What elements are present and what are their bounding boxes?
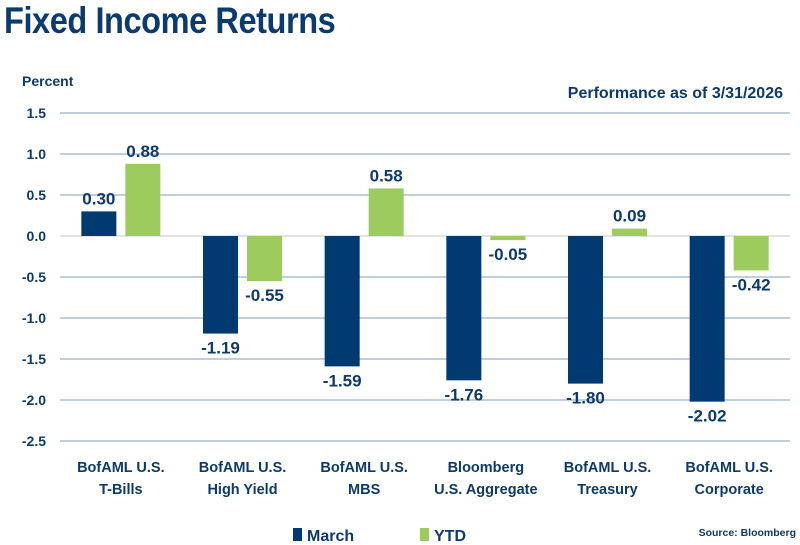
bar-ytd [490, 236, 526, 241]
x-tick-label: U.S. Aggregate [434, 482, 537, 498]
data-label: -2.02 [688, 407, 727, 426]
chart-subtitle: Performance as of 3/31/2026 [568, 85, 783, 102]
bar-march [568, 236, 603, 384]
bar-march [203, 236, 238, 334]
data-label: 0.58 [370, 166, 403, 185]
legend-label: YTD [434, 528, 466, 545]
data-label: -1.19 [201, 339, 240, 358]
x-tick-label: T-Bills [99, 482, 143, 498]
data-label: 0.09 [613, 207, 646, 226]
x-tick-label: BofAML U.S. [564, 460, 652, 476]
bar-march [324, 236, 360, 367]
data-label: 0.30 [82, 189, 115, 208]
x-tick-label: MBS [348, 482, 381, 498]
x-tick-label: Bloomberg [448, 460, 525, 476]
bar-march [81, 211, 117, 236]
x-tick-label: High Yield [207, 482, 277, 498]
y-tick-label: -0.5 [22, 269, 46, 285]
x-tick-label: BofAML U.S. [320, 460, 408, 476]
y-axis-label: Percent [22, 73, 74, 89]
data-label: -0.05 [488, 245, 527, 264]
data-label: 0.88 [126, 142, 159, 161]
data-label: -1.59 [323, 371, 362, 390]
y-tick-label: -2.5 [22, 433, 46, 449]
x-tick-label: BofAML U.S. [685, 460, 773, 476]
y-tick-label: 0.5 [27, 187, 47, 203]
y-tick-label: 1.0 [27, 146, 47, 162]
bar-ytd [733, 236, 769, 271]
x-tick-label: BofAML U.S. [199, 460, 287, 476]
y-tick-label: -1.5 [22, 351, 46, 367]
bar-ytd [125, 163, 161, 236]
y-tick-label: 0.0 [27, 228, 47, 244]
y-tick-label: -2.0 [22, 392, 46, 408]
bar-ytd [612, 228, 647, 236]
legend-label: March [307, 528, 354, 545]
bar-march [689, 236, 725, 402]
data-label: -1.80 [566, 389, 605, 408]
y-tick-label: 1.5 [27, 105, 47, 121]
bar-ytd [247, 236, 282, 282]
y-tick-label: -1.0 [22, 310, 46, 326]
data-label: -0.55 [245, 286, 284, 305]
page-title: Fixed Income Returns [4, 0, 336, 41]
bar-march [446, 236, 482, 381]
legend-swatch-march [293, 528, 302, 541]
x-tick-label: Corporate [695, 482, 764, 498]
data-label: -1.76 [444, 385, 483, 404]
x-tick-label: BofAML U.S. [77, 460, 165, 476]
x-tick-label: Treasury [577, 482, 637, 498]
source-note: Source: Bloomberg [699, 527, 796, 539]
data-label: -0.42 [732, 275, 771, 294]
legend-swatch-ytd [420, 528, 429, 541]
bar-ytd [368, 188, 404, 236]
